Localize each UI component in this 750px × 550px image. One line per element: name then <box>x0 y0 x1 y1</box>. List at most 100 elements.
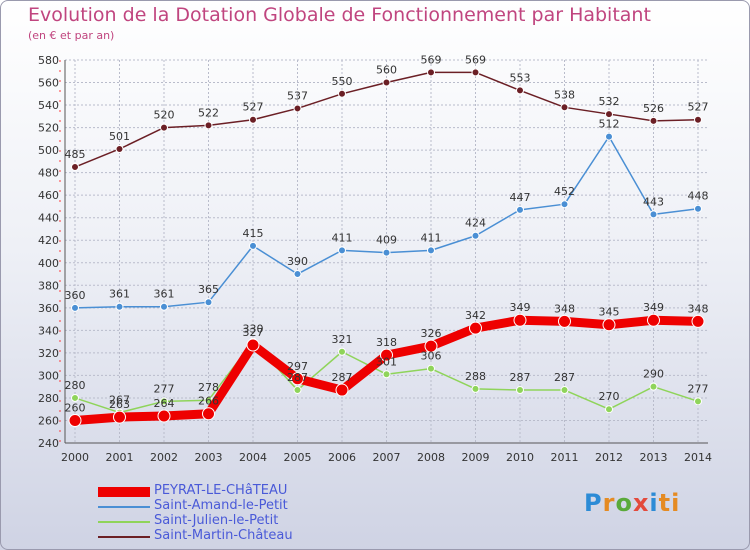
data-label-saint-julien-2011: 287 <box>554 371 575 384</box>
data-label-saint-amand-2005: 390 <box>287 255 308 268</box>
x-tick-label-2000: 2000 <box>61 451 89 464</box>
point-peyrat-2014 <box>691 314 705 328</box>
data-label-saint-martin-2012: 532 <box>599 95 620 108</box>
y-tick-label-300: 300 <box>38 369 59 382</box>
data-label-saint-julien-2003: 278 <box>198 381 219 394</box>
legend-swatch-saint-martin <box>98 536 150 538</box>
y-tick-label-460: 460 <box>38 189 59 202</box>
point-peyrat-2002 <box>157 409 171 423</box>
data-label-peyrat-2003: 266 <box>198 395 219 408</box>
data-label-saint-julien-2001: 267 <box>109 394 130 407</box>
data-label-saint-amand-2006: 411 <box>332 231 353 244</box>
data-label-peyrat-2002: 264 <box>154 397 175 410</box>
data-label-saint-martin-2013: 526 <box>643 102 664 115</box>
point-peyrat-2007 <box>380 348 393 362</box>
legend-swatch-peyrat <box>98 487 150 497</box>
data-label-peyrat-2000: 260 <box>65 401 86 414</box>
point-saint-amand-2005 <box>293 270 302 279</box>
point-saint-julien-2012 <box>605 405 613 414</box>
point-saint-martin-2008 <box>427 68 435 77</box>
point-saint-martin-2006 <box>338 89 346 98</box>
point-saint-martin-2011 <box>560 103 569 112</box>
x-tick-label-2013: 2013 <box>640 451 668 464</box>
point-peyrat-2001 <box>113 410 126 424</box>
chart-title: Evolution de la Dotation Globale de Fonc… <box>28 4 651 26</box>
x-tick-label-2005: 2005 <box>284 451 312 464</box>
y-tick-label-480: 480 <box>38 167 59 180</box>
data-label-peyrat-2008: 326 <box>421 327 442 340</box>
y-tick-label-240: 240 <box>38 437 59 450</box>
data-label-saint-amand-2013: 443 <box>643 195 664 208</box>
proxiti-logo: Proxiti <box>584 489 681 517</box>
data-label-peyrat-2004: 327 <box>243 326 264 339</box>
data-label-saint-martin-2002: 520 <box>154 109 175 122</box>
point-saint-julien-2010 <box>516 386 524 395</box>
data-label-saint-amand-2010: 447 <box>510 191 531 204</box>
data-label-saint-amand-2002: 361 <box>154 288 175 301</box>
data-label-saint-julien-2012: 270 <box>599 390 620 403</box>
data-label-saint-martin-2009: 569 <box>465 53 486 66</box>
point-saint-amand-2002 <box>160 302 168 311</box>
y-tick-label-560: 560 <box>38 77 59 90</box>
point-saint-julien-2007 <box>382 370 391 379</box>
legend-label-saint-amand: Saint-Amand-le-Petit <box>154 498 288 513</box>
data-label-saint-martin-2005: 537 <box>287 89 308 102</box>
y-tick-label-380: 380 <box>38 279 59 292</box>
data-label-peyrat-2001: 263 <box>109 398 130 411</box>
y-tick-label-540: 540 <box>38 99 59 112</box>
data-label-saint-amand-2012: 512 <box>599 118 620 131</box>
y-tick-label-580: 580 <box>38 54 59 67</box>
data-label-saint-julien-2006: 321 <box>332 333 353 346</box>
y-tick-label-420: 420 <box>38 234 59 247</box>
point-peyrat-2000 <box>68 413 82 427</box>
point-saint-julien-2006 <box>338 347 346 356</box>
data-label-saint-julien-2005: 287 <box>287 371 308 384</box>
data-label-saint-julien-2014: 277 <box>688 382 709 395</box>
point-saint-martin-2013 <box>649 116 658 125</box>
data-label-saint-martin-2011: 538 <box>554 88 575 101</box>
point-saint-julien-2000 <box>71 393 79 402</box>
point-peyrat-2013 <box>647 313 660 327</box>
x-tick-label-2008: 2008 <box>417 451 445 464</box>
point-saint-martin-2009 <box>471 68 480 77</box>
point-saint-amand-2014 <box>694 204 702 213</box>
series-line-saint-amand <box>74 135 699 309</box>
point-saint-martin-2010 <box>516 86 524 95</box>
point-saint-amand-2004 <box>249 241 257 250</box>
point-saint-amand-2009 <box>471 231 480 240</box>
y-tick-label-320: 320 <box>38 347 59 360</box>
legend-swatch-saint-amand <box>98 506 150 508</box>
point-saint-martin-2014 <box>694 115 702 124</box>
point-saint-amand-2003 <box>204 298 213 307</box>
point-peyrat-2010 <box>513 313 527 327</box>
data-label-peyrat-2013: 349 <box>643 301 664 314</box>
data-label-saint-martin-2003: 522 <box>198 106 219 119</box>
point-saint-amand-2012 <box>605 132 613 141</box>
point-peyrat-2003 <box>202 407 215 421</box>
data-label-saint-amand-2003: 365 <box>198 283 219 296</box>
data-label-saint-martin-2004: 527 <box>243 101 264 114</box>
point-peyrat-2008 <box>424 339 438 353</box>
data-label-peyrat-2012: 345 <box>599 306 620 319</box>
point-saint-julien-2013 <box>649 382 658 391</box>
point-saint-amand-2001 <box>115 302 124 311</box>
point-saint-martin-2003 <box>204 121 213 130</box>
data-label-saint-martin-2006: 550 <box>332 75 353 88</box>
point-saint-julien-2008 <box>427 364 435 373</box>
data-label-saint-julien-2004: 330 <box>243 323 264 336</box>
x-tick-label-2006: 2006 <box>328 451 356 464</box>
y-tick-label-260: 260 <box>38 414 59 427</box>
data-label-saint-julien-2000: 280 <box>65 379 86 392</box>
data-label-saint-martin-2008: 569 <box>421 53 442 66</box>
x-tick-label-2004: 2004 <box>239 451 267 464</box>
data-label-saint-julien-2013: 290 <box>643 368 664 381</box>
data-label-saint-julien-2010: 287 <box>510 371 531 384</box>
x-tick-label-2003: 2003 <box>195 451 223 464</box>
point-saint-amand-2006 <box>338 246 346 255</box>
data-label-saint-julien-2008: 306 <box>421 350 442 363</box>
point-saint-amand-2011 <box>560 200 569 209</box>
x-tick-label-2007: 2007 <box>373 451 401 464</box>
data-label-saint-amand-2011: 452 <box>554 185 575 198</box>
y-tick-label-360: 360 <box>38 302 59 315</box>
